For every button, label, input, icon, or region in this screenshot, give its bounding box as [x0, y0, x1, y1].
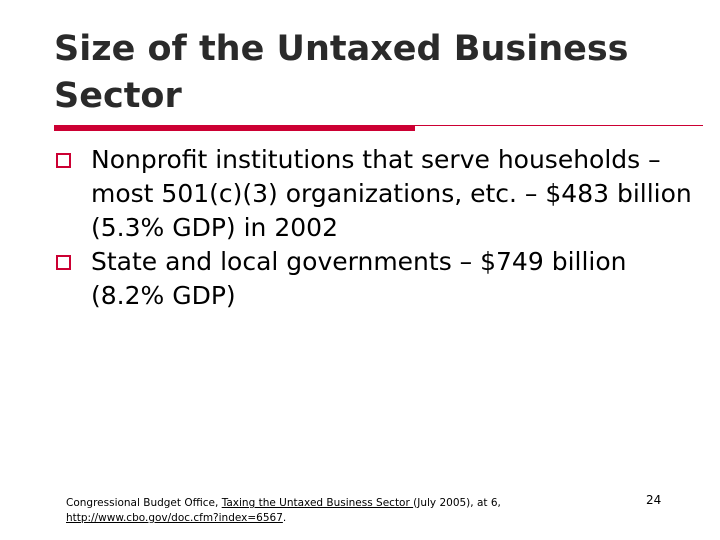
title-underline-thick: [54, 125, 415, 131]
page-number: 24: [646, 493, 662, 507]
footnote-details: (July 2005), at 6,: [413, 497, 501, 509]
bullet-text: Nonprofit institutions that serve househ…: [91, 145, 692, 242]
slide-title: Size of the Untaxed Business Sector: [54, 29, 629, 116]
title-underline-thin: [415, 125, 703, 126]
hollow-square-bullet-icon: [56, 153, 71, 168]
footnote-url-link[interactable]: http://www.cbo.gov/doc.cfm?index=6567: [66, 512, 283, 524]
bullet-item-nonprofits: Nonprofit institutions that serve househ…: [54, 143, 694, 245]
bullet-text: State and local governments – $749 billi…: [91, 247, 627, 310]
footnote-source: Congressional Budget Office,: [66, 497, 222, 509]
footnote-trailing: .: [282, 512, 287, 524]
bullet-list: Nonprofit institutions that serve househ…: [54, 143, 694, 313]
bullet-item-governments: State and local governments – $749 billi…: [54, 245, 694, 313]
hollow-square-bullet-icon: [56, 255, 71, 270]
footnote-publication-title: Taxing the Untaxed Business Sector: [221, 497, 414, 509]
footnote: Congressional Budget Office, Taxing the …: [66, 496, 626, 526]
